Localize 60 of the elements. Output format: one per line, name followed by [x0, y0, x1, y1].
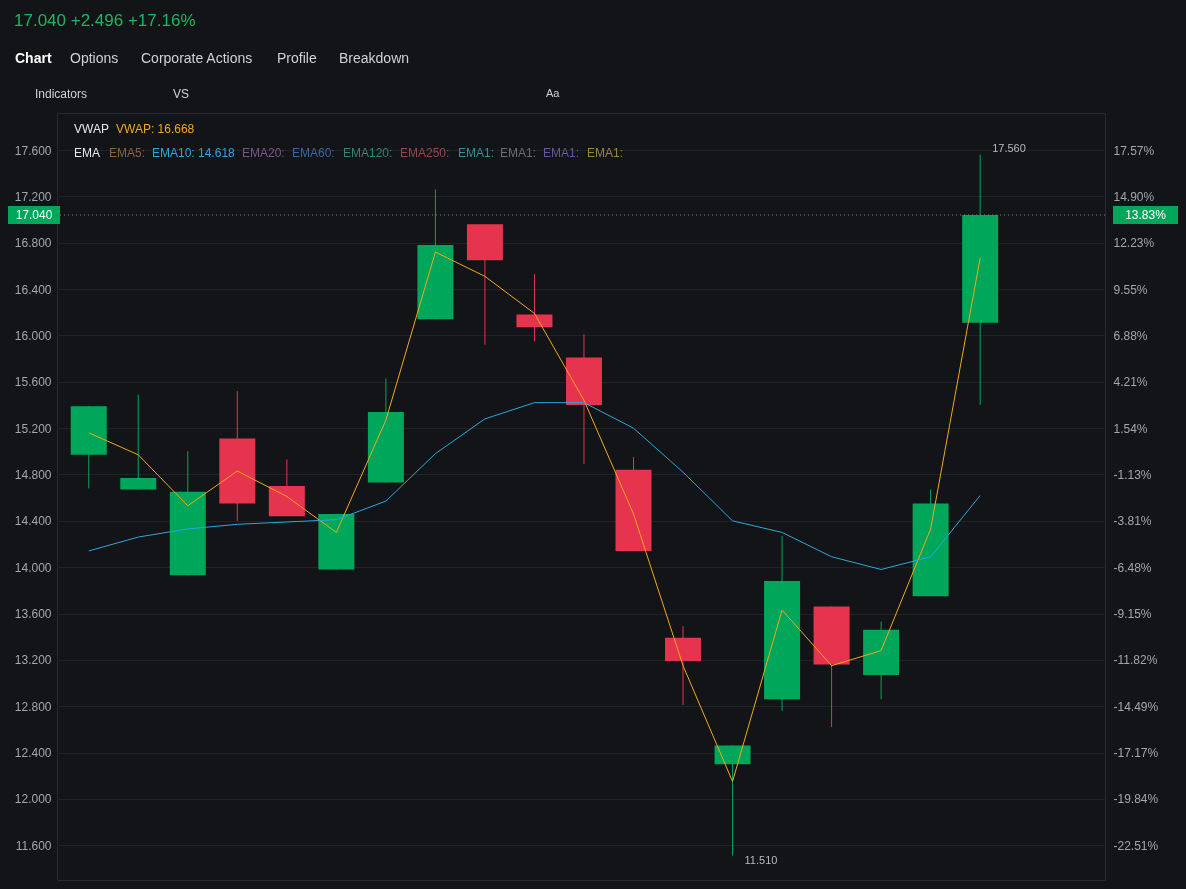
line-series — [88, 402, 981, 570]
text: Options — [70, 50, 119, 66]
y-tick-label: 17.600 — [14, 143, 52, 158]
text: VS — [173, 87, 190, 101]
annotation: EMA1: — [587, 146, 624, 160]
text: 13.83% — [1125, 207, 1167, 222]
y-tick-label: 14.400 — [14, 514, 52, 529]
annotation: 11.510 — [744, 853, 778, 866]
text: Aa — [546, 87, 561, 99]
y-tick-label: 14.000 — [14, 560, 52, 575]
annotation: EMA120: — [343, 146, 393, 160]
y2-tick-label: -19.84% — [1113, 792, 1159, 807]
ref-line-label: 17.040 — [15, 207, 53, 222]
text: Indicators — [35, 87, 88, 101]
text: Profile — [277, 50, 317, 66]
annotation: 17.560 — [992, 141, 1026, 154]
text: Breakdown — [339, 50, 410, 66]
y-tick-label: 16.000 — [14, 328, 52, 343]
text: Chart — [15, 50, 52, 66]
annotation: EMA — [74, 146, 101, 160]
annotation: EMA1: — [458, 146, 495, 160]
annotation: EMA1: — [500, 146, 537, 160]
line-series — [88, 251, 981, 783]
y2-tick-label: 17.57% — [1113, 143, 1155, 158]
y-tick-label: 14.800 — [14, 467, 52, 482]
y-tick-label: 12.800 — [14, 699, 52, 714]
annotation: EMA5: — [109, 146, 146, 160]
y-tick-label: 11.600 — [15, 838, 52, 853]
annotation: EMA60: — [292, 146, 335, 160]
y-tick-label: 12.400 — [14, 746, 52, 761]
y2-tick-label: 9.55% — [1113, 282, 1148, 297]
y-tick-label: 16.400 — [14, 282, 52, 297]
y-tick-label: 15.200 — [14, 421, 52, 436]
text: EMA10: 14.618 — [152, 146, 236, 160]
y2-tick-label: -17.17% — [1113, 746, 1159, 761]
y2-tick-label: -9.15% — [1113, 606, 1152, 621]
y2-tick-label: -22.51% — [1113, 838, 1159, 853]
y2-tick-label: -6.48% — [1113, 560, 1152, 575]
annotation: EMA1: — [543, 146, 580, 160]
text: VWAP: 16.668 — [116, 122, 195, 136]
annotation: VWAP — [74, 122, 109, 136]
y-tick-label: 15.600 — [14, 375, 52, 390]
y2-tick-label: 1.54% — [1113, 421, 1148, 436]
y2-tick-label: 4.21% — [1113, 375, 1148, 390]
y-tick-label: 12.000 — [14, 792, 52, 807]
y-tick-label: 13.200 — [14, 653, 52, 668]
y2-tick-label: -1.13% — [1113, 467, 1152, 482]
y-tick-label: 17.200 — [14, 189, 52, 204]
y2-tick-label: 6.88% — [1113, 328, 1148, 343]
y2-tick-label: -14.49% — [1113, 699, 1159, 714]
annotation: EMA250: — [400, 146, 450, 160]
y2-tick-label: -3.81% — [1113, 514, 1152, 529]
annotation: EMA20: — [242, 146, 285, 160]
y2-tick-label: 12.23% — [1113, 236, 1155, 251]
y2-tick-label: 14.90% — [1113, 189, 1155, 204]
text: Corporate Actions — [141, 50, 253, 66]
y-tick-label: 13.600 — [14, 607, 52, 622]
y-tick-label: 16.800 — [14, 236, 52, 251]
y2-tick-label: -11.82% — [1113, 653, 1158, 668]
chart-title: 17.040 +2.496 +17.16% — [14, 11, 196, 30]
